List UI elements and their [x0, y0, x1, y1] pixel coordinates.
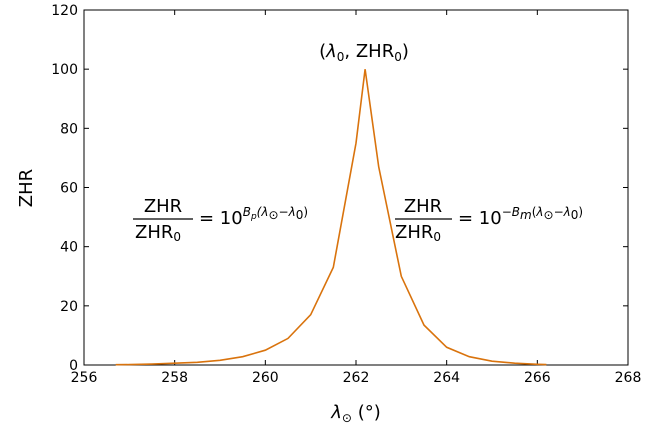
x-tick-label: 262 [343, 370, 370, 386]
x-tick-label: 258 [161, 370, 188, 386]
left-formula: ZHR ZHR0 = 10Bp(λ⊙−λ0) [133, 196, 308, 244]
svg-text:= 10−Bm(λ⊙−λ0): = 10−Bm(λ⊙−λ0) [458, 205, 583, 229]
x-tick-label: 264 [433, 370, 460, 386]
x-tick-label: 268 [615, 370, 642, 386]
y-axis-label: ZHR [16, 169, 37, 207]
peak-annotation: (λ0, ZHR0) [319, 41, 409, 64]
right-formula: ZHR ZHR0 = 10−Bm(λ⊙−λ0) [395, 196, 583, 244]
plot-frame [83, 9, 629, 366]
x-tick-label: 260 [252, 370, 279, 386]
x-tick-label: 256 [71, 370, 98, 386]
y-tick-label: 80 [60, 121, 78, 137]
x-axis-label: λ⊙ (°) [330, 402, 381, 425]
y-tick-label: 100 [51, 62, 78, 78]
svg-text:ZHR0: ZHR0 [135, 222, 181, 244]
x-tick-label: 266 [524, 370, 551, 386]
axis-tick-labels: 256 258 260 262 264 266 268 0 20 40 60 80 100 120 [51, 3, 641, 386]
y-tick-label: 120 [51, 3, 78, 19]
svg-text:ZHR: ZHR [404, 196, 442, 217]
axis-ticks [83, 9, 629, 366]
y-tick-label: 20 [60, 299, 78, 315]
svg-text:ZHR: ZHR [144, 196, 182, 217]
y-tick-label: 0 [69, 358, 78, 374]
y-tick-label: 60 [60, 181, 78, 197]
series-line [115, 69, 547, 366]
svg-text:ZHR0: ZHR0 [395, 222, 441, 244]
y-tick-label: 40 [60, 240, 78, 256]
svg-text:= 10Bp(λ⊙−λ0): = 10Bp(λ⊙−λ0) [199, 205, 308, 229]
